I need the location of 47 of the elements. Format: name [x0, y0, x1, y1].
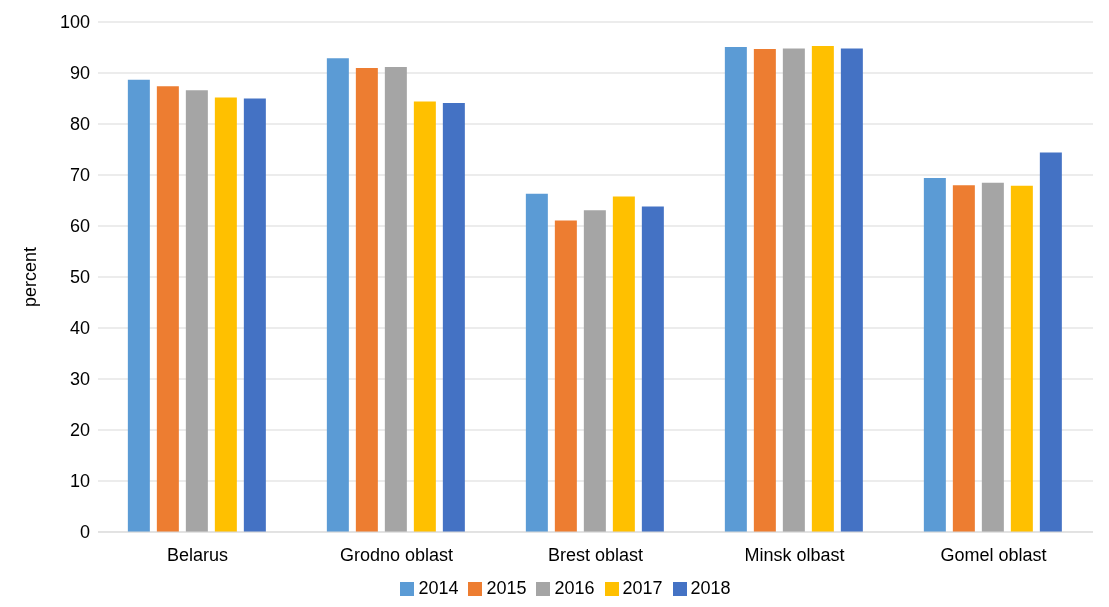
bar: [442, 103, 465, 532]
bar: [384, 66, 407, 532]
bar: [612, 196, 635, 532]
bar: [1039, 152, 1062, 532]
bar: [724, 46, 747, 532]
bar: [127, 79, 150, 532]
bar: [554, 220, 577, 532]
bar: [156, 86, 179, 532]
x-tick-label: Gomel oblast: [940, 544, 1047, 565]
y-tick-label: 20: [69, 420, 90, 441]
legend-label: 2015: [486, 578, 527, 598]
legend-label: 2018: [690, 578, 731, 598]
bar: [811, 45, 834, 532]
y-tick-label: 60: [69, 216, 90, 237]
y-tick-label: 80: [69, 114, 90, 135]
bar: [214, 97, 237, 532]
x-tick-label: Grodno oblast: [339, 544, 454, 565]
bar: [753, 49, 776, 532]
y-tick-label: 70: [69, 165, 90, 186]
legend-label: 2016: [554, 578, 595, 598]
y-tick-label: 30: [69, 369, 90, 390]
y-tick-label: 100: [59, 12, 90, 33]
y-tick-label: 0: [79, 522, 90, 543]
bar: [641, 206, 664, 532]
y-tick-label: 50: [69, 267, 90, 288]
y-tick-label: 40: [69, 318, 90, 339]
y-axis-title: percent: [20, 246, 41, 308]
bar: [355, 67, 378, 532]
bar: [583, 210, 606, 532]
bar: [525, 193, 548, 532]
x-tick-label: Brest oblast: [547, 544, 644, 565]
bar: [243, 98, 266, 532]
x-tick-label: Belarus: [166, 544, 229, 565]
bar: [923, 178, 946, 532]
bar: [952, 185, 975, 532]
bar: [326, 58, 349, 532]
bar: [413, 101, 436, 532]
bar: [782, 48, 805, 532]
bar: [1010, 185, 1033, 532]
legend-label: 2014: [418, 578, 459, 598]
x-tick-label: Minsk olbast: [744, 544, 845, 565]
bar: [185, 90, 208, 532]
y-tick-label: 10: [69, 471, 90, 492]
legend-label: 2017: [622, 578, 663, 598]
bar: [981, 182, 1004, 532]
y-tick-label: 90: [69, 63, 90, 84]
bar: [840, 48, 863, 532]
